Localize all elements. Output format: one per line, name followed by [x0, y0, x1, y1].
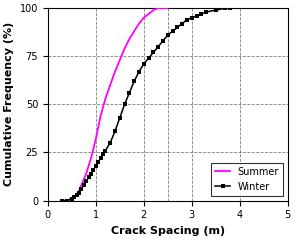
Summer — [166, 7, 170, 10]
Winter — [200, 12, 203, 15]
Summer — [109, 84, 112, 87]
Summer — [92, 147, 95, 150]
Winter — [180, 22, 184, 25]
Summer — [156, 7, 160, 10]
Summer — [137, 22, 141, 25]
Winter — [101, 153, 105, 156]
Winter — [99, 157, 102, 160]
Summer — [70, 197, 73, 200]
Winter — [152, 51, 155, 54]
Summer — [87, 164, 90, 167]
Summer — [89, 157, 93, 160]
Winter — [214, 9, 217, 12]
Winter — [70, 197, 73, 200]
Winter — [94, 164, 98, 167]
Summer — [82, 178, 86, 181]
Summer — [132, 30, 136, 33]
Winter — [190, 16, 194, 19]
Winter — [123, 103, 126, 106]
Summer — [96, 126, 100, 129]
Summer — [84, 172, 88, 175]
Summer — [77, 190, 81, 192]
Winter — [128, 91, 131, 94]
Summer — [113, 70, 117, 73]
Winter — [109, 141, 112, 144]
Winter — [204, 11, 208, 13]
Summer — [128, 37, 131, 40]
Winter — [113, 130, 117, 133]
Winter — [92, 168, 95, 171]
Summer — [152, 9, 155, 12]
Winter — [224, 7, 227, 10]
Winter — [171, 30, 174, 33]
Summer — [99, 114, 102, 117]
Summer — [118, 59, 122, 61]
Winter — [87, 176, 90, 179]
Winter — [156, 45, 160, 48]
Winter — [60, 199, 64, 202]
Summer — [94, 138, 98, 140]
Y-axis label: Cumulative Frequency (%): Cumulative Frequency (%) — [4, 22, 14, 186]
Winter — [228, 7, 232, 10]
Summer — [80, 184, 83, 187]
Winter — [176, 26, 179, 29]
Line: Summer: Summer — [62, 8, 168, 201]
Summer — [123, 47, 126, 50]
Winter — [166, 34, 170, 36]
Winter — [161, 39, 165, 42]
Summer — [104, 97, 107, 100]
Winter — [96, 161, 100, 163]
Winter — [80, 188, 83, 191]
Legend: Summer, Winter: Summer, Winter — [211, 163, 283, 196]
Winter — [104, 149, 107, 152]
Winter — [185, 18, 189, 21]
Winter — [195, 14, 198, 17]
Summer — [161, 7, 165, 10]
X-axis label: Crack Spacing (m): Crack Spacing (m) — [111, 226, 225, 236]
Summer — [75, 193, 78, 196]
Summer — [65, 199, 69, 202]
Winter — [137, 70, 141, 73]
Summer — [147, 12, 150, 15]
Winter — [84, 180, 88, 183]
Winter — [132, 80, 136, 83]
Winter — [77, 192, 81, 194]
Winter — [75, 193, 78, 196]
Winter — [73, 195, 76, 198]
Summer — [142, 16, 145, 19]
Winter — [147, 57, 150, 60]
Winter — [89, 172, 93, 175]
Winter — [142, 62, 145, 65]
Winter — [82, 184, 86, 187]
Winter — [118, 116, 122, 119]
Line: Winter: Winter — [61, 7, 232, 202]
Summer — [164, 7, 167, 10]
Summer — [60, 199, 64, 202]
Winter — [65, 199, 69, 202]
